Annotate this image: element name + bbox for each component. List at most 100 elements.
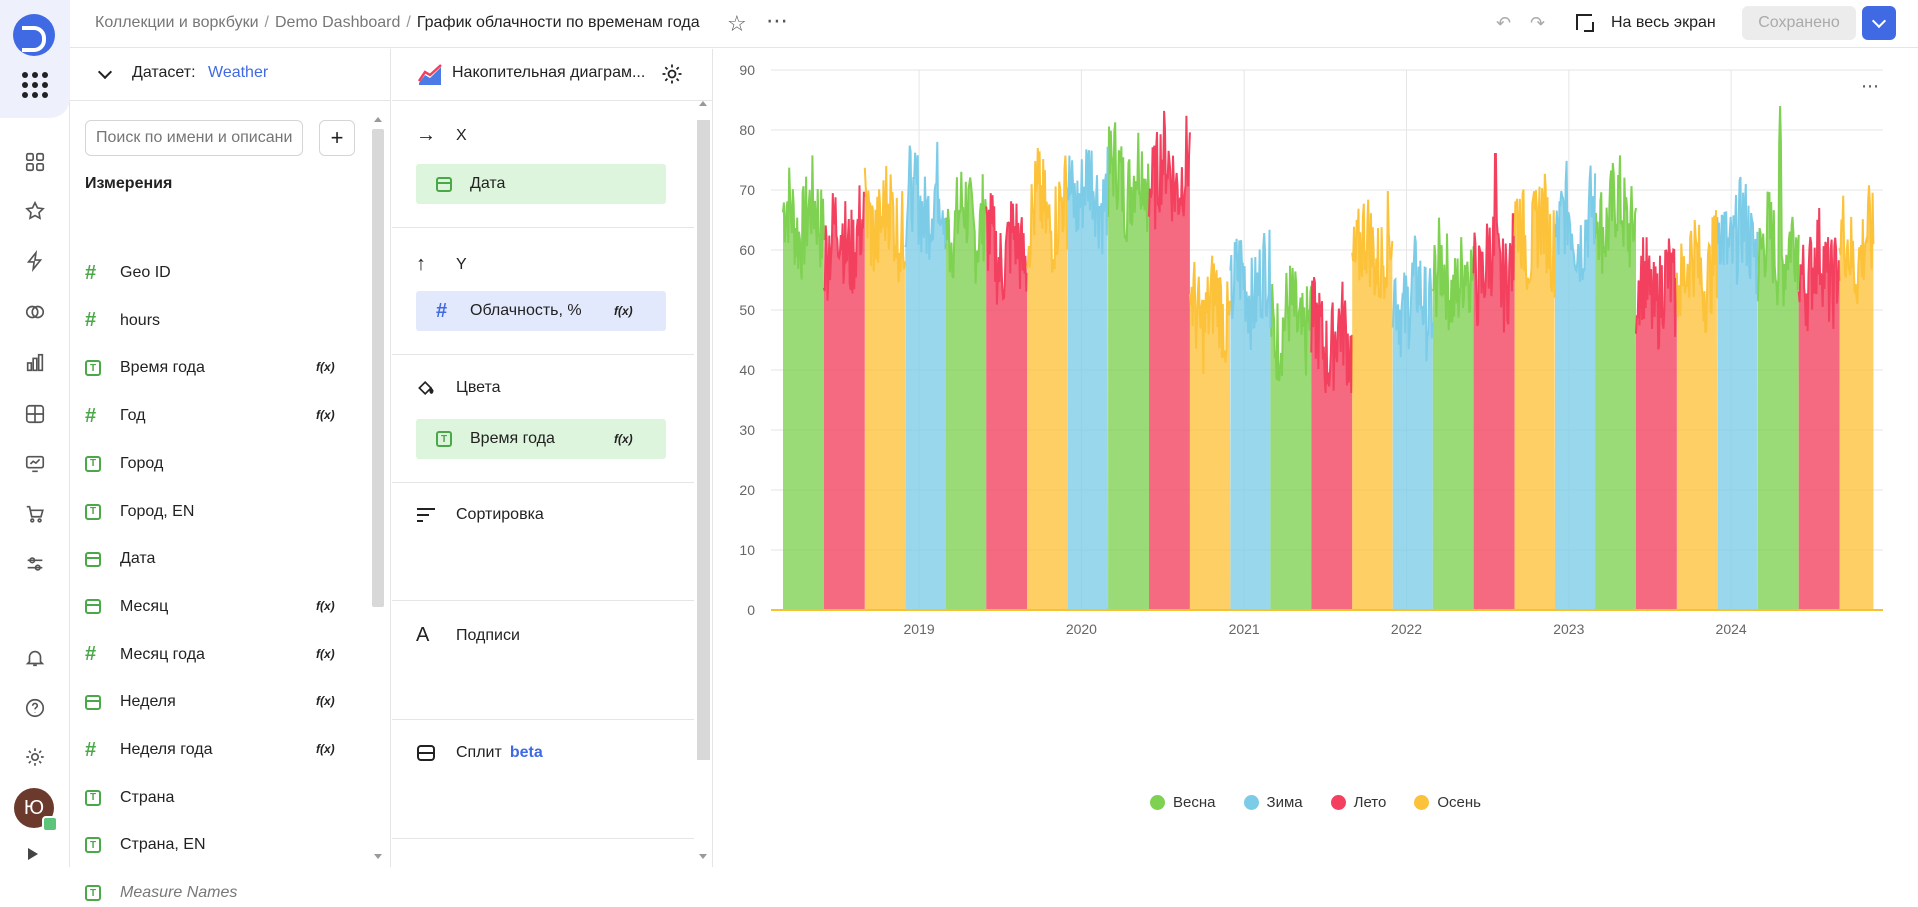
- undo-icon[interactable]: ↶: [1496, 13, 1512, 33]
- series-line: [1472, 153, 1516, 333]
- series-line: [1513, 173, 1556, 298]
- formula-icon: f(x): [614, 304, 633, 318]
- marketplace-cart-icon[interactable]: [23, 502, 47, 526]
- favorite-star-icon[interactable]: ☆: [727, 11, 747, 36]
- series-line: [1391, 235, 1434, 362]
- text-type-icon: T: [85, 503, 107, 520]
- series-line: [1066, 146, 1109, 255]
- field-item[interactable]: T Страна: [85, 784, 345, 812]
- help-icon[interactable]: [23, 696, 47, 720]
- breadcrumb-collections[interactable]: Коллекции и воркбуки: [95, 14, 259, 31]
- field-list-scrollbar[interactable]: [371, 117, 385, 867]
- series-line: [1838, 185, 1875, 305]
- monitor-icon[interactable]: [23, 452, 47, 476]
- calendar-icon: [85, 551, 107, 567]
- dashboards-icon[interactable]: [23, 150, 47, 174]
- user-avatar[interactable]: Ю: [14, 788, 54, 828]
- settings-sliders-icon[interactable]: [23, 552, 47, 576]
- series-area: [1514, 173, 1556, 611]
- letter-a-icon: A: [416, 624, 430, 646]
- text-type-icon: T: [85, 837, 107, 854]
- page-title: График облачности по временам года: [416, 14, 700, 31]
- connections-icon[interactable]: [23, 300, 47, 324]
- field-item[interactable]: Дата: [85, 545, 345, 573]
- formula-icon: f(x): [316, 360, 335, 375]
- formula-icon: f(x): [316, 694, 335, 709]
- chevron-down-icon[interactable]: [97, 64, 113, 80]
- field-name: Месяц: [120, 597, 169, 615]
- sort-lines-icon: [416, 506, 440, 524]
- section-colors-title: Цвета: [456, 379, 501, 396]
- series-area: [864, 166, 906, 610]
- chart-type-header[interactable]: Накопительная диаграм...: [392, 49, 713, 101]
- dataset-header: Датасет: Weather: [70, 49, 391, 101]
- dataset-name-link[interactable]: Weather: [208, 64, 269, 81]
- legend-item[interactable]: Осень: [1414, 794, 1481, 811]
- legend-item[interactable]: Зима: [1243, 794, 1303, 811]
- legend-dot: [1243, 795, 1259, 810]
- field-item[interactable]: # Год f(x): [85, 402, 345, 430]
- hash-icon: #: [85, 404, 97, 427]
- field-item[interactable]: T Время года f(x): [85, 354, 345, 382]
- field-item[interactable]: T Город, EN: [85, 498, 345, 526]
- redo-icon[interactable]: ↷: [1530, 13, 1546, 33]
- field-item[interactable]: # hours: [85, 307, 345, 335]
- y-tick-label: 60: [739, 242, 755, 258]
- series-area: [1230, 229, 1271, 611]
- breadcrumb-demo-dashboard[interactable]: Demo Dashboard: [274, 14, 401, 31]
- field-item[interactable]: Неделя f(x): [85, 688, 345, 716]
- field-search-input[interactable]: [85, 120, 303, 156]
- series-area: [1473, 154, 1515, 610]
- legend-item[interactable]: Весна: [1150, 794, 1216, 811]
- hash-icon: #: [85, 309, 97, 332]
- save-menu-chevron-icon[interactable]: [1862, 6, 1896, 40]
- hash-icon: #: [85, 261, 97, 284]
- series-area: [1717, 177, 1758, 610]
- fullscreen-button[interactable]: На весь экран: [1611, 14, 1716, 31]
- field-item[interactable]: # Месяц года f(x): [85, 641, 345, 669]
- series-line: [904, 141, 947, 260]
- field-item[interactable]: T Город: [85, 450, 345, 478]
- saved-button[interactable]: Сохранено: [1742, 6, 1856, 40]
- expand-rail-icon[interactable]: [28, 848, 38, 860]
- notifications-bell-icon[interactable]: [23, 646, 47, 670]
- hash-icon: #: [436, 299, 448, 322]
- chart-settings-gear-icon[interactable]: [660, 62, 684, 86]
- field-name: Geo ID: [120, 264, 171, 281]
- datalens-logo-icon[interactable]: [13, 14, 55, 56]
- y-tick-label: 70: [739, 182, 755, 198]
- lightning-icon[interactable]: [23, 249, 47, 273]
- sections-scrollbar[interactable]: [694, 101, 712, 867]
- add-field-button[interactable]: +: [319, 120, 355, 156]
- y-tick-label: 30: [739, 422, 755, 438]
- chart-type-label[interactable]: Накопительная диаграм...: [452, 64, 646, 81]
- colors-field-chip[interactable]: T Время года f(x): [416, 419, 666, 459]
- section-labels: A Подписи: [392, 601, 694, 720]
- field-item[interactable]: T Страна, EN: [85, 831, 345, 859]
- series-line: [1229, 229, 1272, 351]
- field-item[interactable]: # Неделя года f(x): [85, 736, 345, 764]
- series-area: [1149, 110, 1190, 611]
- more-options-icon[interactable]: ⋯: [766, 8, 789, 33]
- bar-chart-icon[interactable]: [23, 351, 47, 375]
- text-type-icon: T: [85, 789, 107, 806]
- section-sort: Сортировка: [392, 483, 694, 601]
- fullscreen-icon[interactable]: [1576, 14, 1594, 32]
- series-area: [1392, 235, 1433, 610]
- field-item[interactable]: T Measure Names: [85, 879, 345, 907]
- series-line: [1107, 122, 1150, 243]
- legend-item[interactable]: Лето: [1330, 794, 1386, 811]
- favorites-star-icon[interactable]: [23, 199, 47, 223]
- table-icon[interactable]: [23, 402, 47, 426]
- apps-grid-icon[interactable]: [22, 72, 48, 98]
- series-line: [782, 155, 825, 280]
- y-field-chip[interactable]: # Облачность, % f(x): [416, 291, 666, 331]
- field-item[interactable]: # Geo ID: [85, 259, 345, 287]
- legend-dot: [1414, 795, 1430, 810]
- gear-icon[interactable]: [23, 745, 47, 769]
- x-field-chip[interactable]: Дата: [416, 164, 666, 204]
- field-name: Неделя: [120, 693, 176, 711]
- top-bar: Коллекции и воркбуки / Demo Dashboard / Граф…: [70, 0, 1918, 48]
- chart-menu-icon[interactable]: ⋯: [1861, 76, 1880, 96]
- field-item[interactable]: Месяц f(x): [85, 593, 345, 621]
